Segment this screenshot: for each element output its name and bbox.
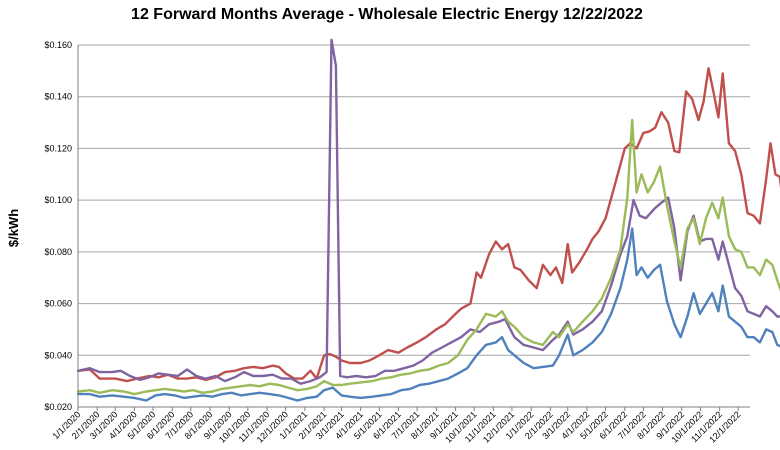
y-axis-ticks: $0.020 $0.040 $0.060 $0.080 $0.100 $0.120 $0.1… <box>44 40 72 412</box>
y-axis-label: $/kWh <box>6 209 21 247</box>
y-tick-label: $0.140 <box>44 92 72 102</box>
chart-title: 12 Forward Months Average - Wholesale El… <box>131 6 643 23</box>
y-tick-label: $0.040 <box>44 350 72 360</box>
series-line-1 <box>76 67 780 383</box>
series-line-3 <box>76 118 780 396</box>
y-tick-label: $0.120 <box>44 143 72 153</box>
gridlines <box>78 44 750 356</box>
y-tick-label: $0.060 <box>44 299 72 309</box>
y-tick-label: $0.100 <box>44 195 72 205</box>
y-tick-label: $0.080 <box>44 247 72 257</box>
series-line-4 <box>76 227 780 402</box>
series-lines <box>76 38 780 402</box>
y-tick-label: $0.020 <box>44 402 72 412</box>
y-tick-label: $0.160 <box>44 40 72 50</box>
